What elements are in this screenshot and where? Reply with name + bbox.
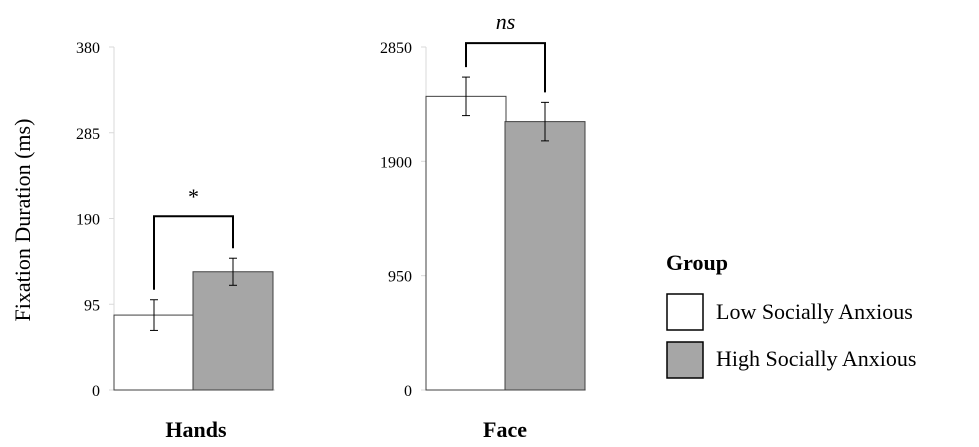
chart-panel-hands: 0 95 190 285 380 * Hands	[76, 40, 275, 442]
significance-label-face: ns	[496, 9, 516, 34]
y-ticks-hands: 0 95 190 285 380	[76, 40, 114, 400]
bracket-face	[465, 42, 546, 93]
y-tick-label: 0	[404, 383, 412, 400]
legend: Group Low Socially Anxious High Socially…	[666, 250, 916, 379]
y-ticks-face: 0 950 1900 2850	[380, 40, 426, 400]
bracket-hands	[153, 215, 234, 290]
legend-label-high: High Socially Anxious	[716, 346, 916, 371]
significance-bracket-hands	[153, 215, 234, 290]
bar-hands-high	[192, 271, 274, 391]
y-axis-label: Fixation Duration (ms)	[10, 119, 35, 322]
significance-label-hands: *	[188, 184, 199, 209]
y-tick-label: 380	[76, 40, 100, 57]
legend-swatch-high	[666, 341, 704, 379]
legend-label-low: Low Socially Anxious	[716, 299, 913, 324]
category-label-face: Face	[483, 417, 527, 442]
bar-face-high	[504, 121, 586, 391]
legend-swatch-low	[666, 293, 704, 331]
y-tick-label: 1900	[380, 154, 412, 171]
legend-title: Group	[666, 250, 728, 275]
y-tick-label: 190	[76, 212, 100, 229]
bars-hands	[113, 257, 274, 391]
category-label-hands: Hands	[165, 417, 227, 442]
y-tick-label: 285	[76, 126, 100, 143]
y-tick-label: 0	[92, 383, 100, 400]
bar-face-low	[425, 95, 507, 391]
chart-panel-face: 0 950 1900 2850 ns Face	[380, 9, 586, 442]
bars-face	[425, 76, 586, 391]
y-tick-label: 950	[388, 269, 412, 286]
y-tick-label: 2850	[380, 40, 412, 57]
y-tick-label: 95	[84, 297, 100, 314]
significance-bracket-face	[465, 42, 546, 93]
